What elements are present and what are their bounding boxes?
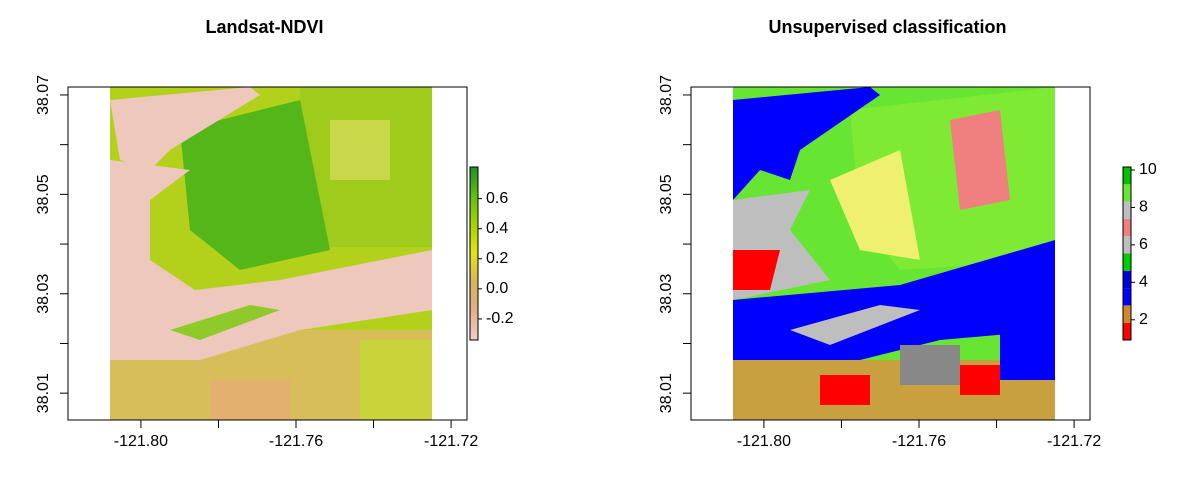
y-tick-label: 38.05 [35,174,52,214]
y-tick-label: 38.01 [658,373,675,413]
y-tick-label: 38.01 [35,373,52,413]
colorbar-class [1123,288,1131,305]
colorbar-tick-label: 0.0 [486,280,508,297]
x-tick-label: -121.76 [269,433,323,450]
chart-title: Unsupervised classification [768,17,1006,37]
class-raster [733,87,1055,420]
colorbar-tick-label: 4 [1139,274,1148,291]
figure: Landsat-NDVI -121.80 -121.76 -121.72 38.07 38… [0,0,1199,481]
colorbar-tick-label: 2 [1139,311,1148,328]
colorbar-class [1123,305,1131,322]
y-tick-label: 38.07 [35,75,52,115]
colorbar-tick-label: 10 [1139,161,1157,178]
x-tick-label: -121.80 [114,433,168,450]
colorbar-tick-label: 6 [1139,236,1148,253]
colorbar-tick-label: 0.4 [486,220,508,237]
x-tick-label: -121.76 [892,433,946,450]
colorbar-tick-label: -0.2 [486,310,514,327]
colorbar-tick-label: 0.6 [486,190,508,207]
x-tick-label: -121.80 [737,433,791,450]
colorbar-class [1123,219,1131,236]
colorbar-class [1123,167,1131,184]
y-tick-label: 38.03 [658,274,675,314]
y-tick-label: 38.07 [658,75,675,115]
y-tick-label: 38.05 [658,174,675,214]
colorbar-tick-label: 8 [1139,199,1148,216]
x-tick-label: -121.72 [424,433,478,450]
colorbar-class [1123,254,1131,271]
colorbar-class [1123,236,1131,253]
ndvi-raster [110,87,432,420]
colorbar-class [1123,184,1131,201]
colorbar-class [1123,271,1131,288]
y-tick-label: 38.03 [35,274,52,314]
colorbar [470,167,478,340]
chart-title: Landsat-NDVI [205,17,323,37]
colorbar-tick-label: 0.2 [486,250,508,267]
x-tick-label: -121.72 [1047,433,1101,450]
colorbar-class [1123,202,1131,219]
colorbar-class [1123,323,1131,340]
